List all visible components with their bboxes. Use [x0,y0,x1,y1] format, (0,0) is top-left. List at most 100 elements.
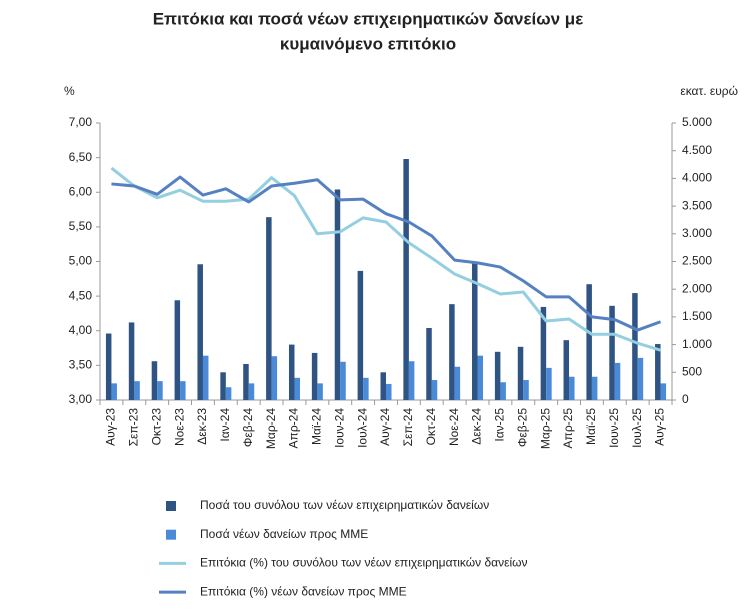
bar [632,293,638,400]
x-tick-label: Ιαν-25 [493,408,507,442]
bar [472,263,478,400]
y-axis-label: % [64,84,75,98]
x-tick-label: Μαρ-24 [264,408,278,449]
x-tick-label: Ιουν-24 [332,408,346,448]
bar [111,383,117,400]
x-tick-label: Σεπ-23 [126,408,140,447]
x-tick-label: Σεπ-24 [401,408,415,447]
bar [266,217,272,400]
bar [431,380,438,400]
tick-label: 1.500 [682,309,712,323]
x-tick-label: Ιουλ-25 [630,408,644,448]
tick-label: 4,00 [69,323,93,337]
bar [317,383,323,400]
x-tick-label: Αυγ-25 [653,408,667,446]
bar [477,355,484,400]
bar [637,357,644,400]
bar [157,381,163,400]
x-tick-label: Νοε-24 [447,408,461,446]
chart-title: Επιτόκια και ποσά νέων επιχειρηματικών δ… [153,9,584,28]
bar [386,383,392,400]
x-tick-label: Αυγ-23 [104,408,118,446]
bar [311,352,318,400]
legend-label: Επιτόκια (%) του συνόλου των νέων επιχει… [200,556,528,570]
legend-swatch [166,501,176,511]
x-tick-label: Φεβ-25 [515,408,529,447]
bar [197,264,203,400]
x-tick-label: Ιουν-25 [607,408,621,448]
legend-label: Ποσά του συνόλου των νέων επιχειρηματικώ… [200,498,489,512]
bar [363,377,369,400]
bar [105,333,112,400]
tick-label: 2.500 [682,254,712,268]
tick-label: 3.500 [682,198,712,212]
bar [426,327,432,400]
tick-label: 3,00 [69,392,93,406]
x-tick-label: Μαϊ-25 [584,408,598,445]
x-tick-label: Αυγ-24 [378,408,392,446]
bar [655,344,661,400]
x-tick-label: Απρ-24 [287,408,301,449]
bar [408,361,415,400]
x-tick-label: Απρ-25 [561,408,575,449]
bar [357,270,364,400]
bar [288,344,295,400]
bar [614,362,621,400]
tick-label: 4.000 [682,171,712,185]
bar [660,383,667,400]
legend-label: Επιτόκια (%) νέων δανείων προς ΜΜΕ [200,584,407,598]
chart-title: κυμαινόμενο επιτόκιο [280,34,456,53]
legend-swatch [166,529,176,540]
bar [540,306,547,400]
tick-label: 1.000 [682,337,712,351]
bar [248,383,255,400]
bar [128,322,135,400]
bar [174,300,181,400]
bar [494,351,501,400]
bar [134,381,140,400]
bar [546,367,552,400]
bar [180,381,186,400]
x-tick-label: Μαρ-25 [538,408,552,449]
legend-label: Ποσά νέων δανείων προς ΜΜΕ [200,527,368,541]
line [110,166,661,352]
bar [454,366,461,400]
bar [609,305,615,400]
x-tick-label: Ιαν-24 [218,408,232,442]
bar [225,387,232,400]
bar [294,377,300,400]
tick-label: 0 [682,392,689,406]
x-tick-label: Οκτ-24 [424,408,438,446]
bar [202,355,209,400]
tick-label: 5,50 [69,219,93,233]
tick-label: 6,00 [69,184,93,198]
x-tick-label: Μαϊ-24 [310,408,324,445]
bar [569,376,575,400]
line [111,175,662,332]
tick-label: 5.000 [682,115,712,129]
bar [563,340,570,400]
bar [449,304,455,400]
x-tick-label: Οκτ-23 [149,408,163,446]
x-tick-label: Φεβ-24 [241,408,255,447]
bar [271,356,278,400]
bar [500,382,506,400]
tick-label: 3.000 [682,226,712,240]
tick-label: 6,50 [69,150,93,164]
bar [517,346,524,400]
bar [403,159,409,400]
tick-label: 3,50 [69,358,93,372]
x-tick-label: Νοε-23 [172,408,186,446]
bar [220,372,226,400]
bar [340,361,346,400]
bar [380,372,386,400]
y2-axis-label: εκατ. ευρώ [680,84,738,98]
tick-label: 7,00 [69,115,93,129]
tick-label: 4,50 [69,288,93,302]
tick-label: 2.000 [682,281,712,295]
x-tick-label: Δεκ-23 [195,408,209,445]
tick-label: 500 [682,364,702,378]
bar [151,361,158,400]
x-tick-label: Ιουλ-24 [355,408,369,448]
